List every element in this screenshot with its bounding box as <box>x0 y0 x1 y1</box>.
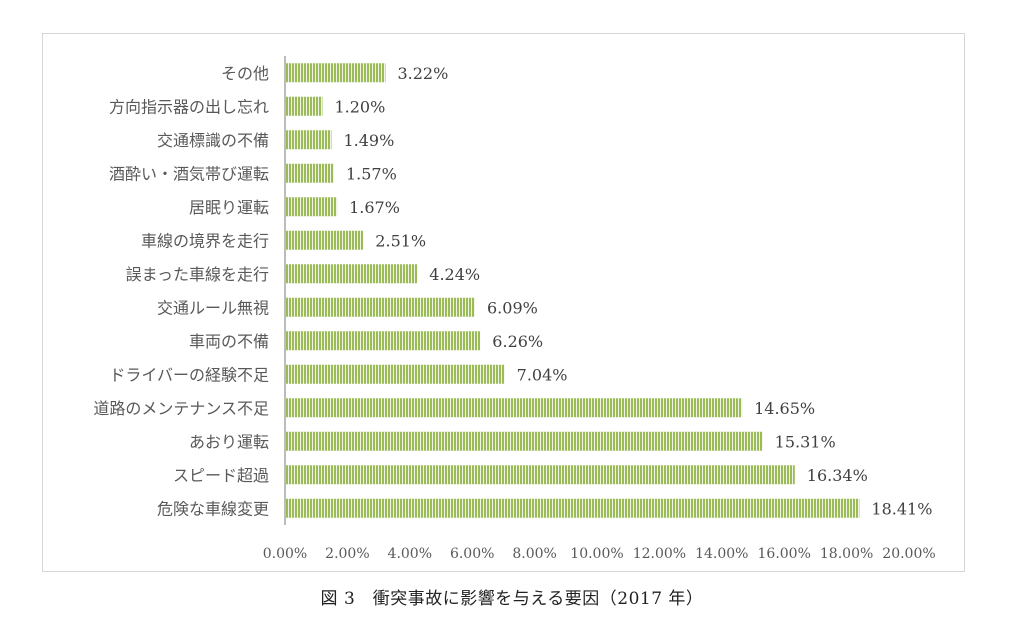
bar-8 <box>286 297 476 317</box>
category-label: 道路のメンテナンス不足 <box>93 399 269 418</box>
value-label: 1.49% <box>343 131 394 150</box>
value-label: 2.51% <box>375 231 426 250</box>
x-tick-label: 20.00% <box>882 546 935 562</box>
x-tick-label: 14.00% <box>695 546 748 562</box>
bar-9 <box>286 331 481 351</box>
value-label: 3.22% <box>397 64 448 83</box>
x-tick-label: 8.00% <box>512 546 556 562</box>
chart-frame: その他 3.22% 方向指示器の出し忘れ 1.20% 交通標識の不備 1.49% 酒酔い・酒… <box>42 33 965 572</box>
bar-7 <box>286 264 418 284</box>
value-label: 14.65% <box>754 399 815 418</box>
category-label: 車線の境界を走行 <box>141 231 269 250</box>
value-label: 15.31% <box>775 432 836 451</box>
bar-3 <box>286 130 332 150</box>
category-label: 交通標識の不備 <box>157 131 269 150</box>
value-label: 1.57% <box>346 164 397 183</box>
category-label: 方向指示器の出し忘れ <box>109 97 269 116</box>
category-label: 居眠り運転 <box>189 198 269 217</box>
value-label: 16.34% <box>807 466 868 485</box>
x-tick-label: 16.00% <box>758 546 811 562</box>
value-label: 4.24% <box>429 265 480 284</box>
category-label: ドライバーの経験不足 <box>109 365 269 384</box>
x-tick-label: 6.00% <box>450 546 494 562</box>
value-label: 7.04% <box>517 365 568 384</box>
bar-2 <box>286 96 323 116</box>
bar-6 <box>286 230 364 250</box>
x-tick-label: 4.00% <box>388 546 432 562</box>
x-tick-label: 2.00% <box>325 546 369 562</box>
category-label: 車両の不備 <box>189 332 269 351</box>
bar-13 <box>286 465 795 485</box>
bar-12 <box>286 431 763 451</box>
value-label: 18.41% <box>871 499 932 518</box>
x-tick-label: 10.00% <box>570 546 623 562</box>
bar-chart: その他 3.22% 方向指示器の出し忘れ 1.20% 交通標識の不備 1.49% 酒酔い・酒… <box>93 56 936 562</box>
bar-4 <box>286 163 334 183</box>
category-label: 危険な車線変更 <box>157 499 269 518</box>
x-tick-label: 0.00% <box>263 546 307 562</box>
bar-11 <box>286 398 743 418</box>
value-label: 6.26% <box>492 332 543 351</box>
value-label: 1.67% <box>349 198 400 217</box>
bar-1 <box>286 63 386 83</box>
bar-5 <box>286 197 338 217</box>
category-label: スピード超過 <box>173 466 269 485</box>
x-tick-label: 18.00% <box>820 546 873 562</box>
category-label: 誤まった車線を走行 <box>126 265 269 284</box>
category-label: その他 <box>221 64 269 83</box>
category-label: あおり運転 <box>189 432 269 451</box>
bar-14 <box>286 498 860 518</box>
bar-10 <box>286 364 505 384</box>
value-label: 1.20% <box>334 97 385 116</box>
value-label: 6.09% <box>487 298 538 317</box>
x-tick-label: 12.00% <box>633 546 686 562</box>
category-label: 酒酔い・酒気帯び運転 <box>109 164 269 183</box>
figure-caption: 図 3 衝突事故に影響を与える要因（2017 年） <box>320 589 704 609</box>
category-label: 交通ルール無視 <box>157 298 269 317</box>
